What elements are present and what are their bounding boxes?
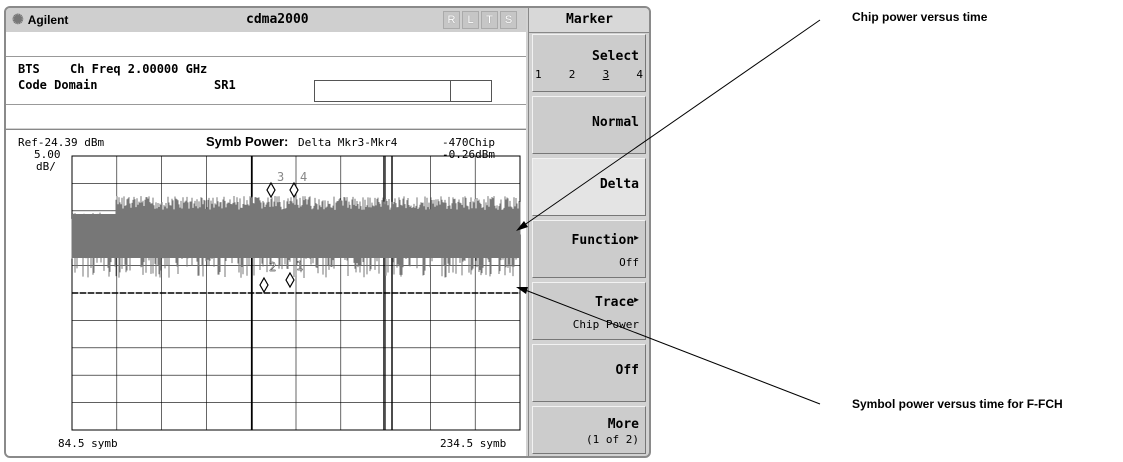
submenu-arrow-icon: ▶ <box>634 295 639 304</box>
trace-softkey[interactable]: Trace▶ Chip Power <box>532 282 646 340</box>
brand: ✺ Agilent <box>12 11 68 28</box>
select-option-4: 4 <box>636 68 643 81</box>
plot-title: Symb Power: <box>206 134 289 149</box>
status-indicator-s: S <box>500 11 517 29</box>
x-axis-end: 234.5 symb <box>440 437 507 450</box>
info-box-2 <box>450 80 492 102</box>
symbol-power-annotation: Symbol power versus time for F-FCH <box>852 397 1063 411</box>
status-indicator-l: L <box>462 11 479 29</box>
marker-label: 4 <box>300 170 307 184</box>
trace-value: Chip Power <box>572 318 639 331</box>
marker-delta-y: -0.26dBm <box>442 148 495 161</box>
select-options: 1 2 3 4 <box>535 68 643 81</box>
trace-label: Trace <box>595 295 635 310</box>
select-option-3-selected: 3 <box>602 68 610 81</box>
status-indicator-r: R <box>443 11 460 29</box>
mode-label: BTS <box>18 62 40 76</box>
marker-label: 2 <box>269 260 276 274</box>
channel-frequency: Ch Freq 2.00000 GHz <box>70 62 208 76</box>
agilent-spark-icon: ✺ <box>12 11 24 27</box>
title-bar: ✺ Agilent cdma2000 R L T S <box>6 8 526 33</box>
spreading-rate: SR1 <box>214 78 236 92</box>
select-softkey[interactable]: Select 1 2 3 4 <box>532 34 646 92</box>
delta-label: Delta <box>599 177 639 192</box>
function-value: Off <box>619 256 639 269</box>
chip-power-trace-band <box>72 214 520 258</box>
marker-diamond-icon <box>285 271 295 289</box>
select-option-2: 2 <box>568 68 576 81</box>
select-label: Select <box>592 49 639 64</box>
menu-title: Marker <box>529 8 649 33</box>
submenu-arrow-icon: ▶ <box>634 233 639 242</box>
status-indicators: R L T S <box>443 11 519 29</box>
normal-label: Normal <box>592 115 639 130</box>
scale-value: 5.00 <box>34 148 61 161</box>
scale-unit: dB/ <box>36 160 56 173</box>
x-axis-start: 84.5 symb <box>58 437 118 450</box>
marker-label: 1 <box>296 259 303 273</box>
marker-diamond-icon <box>259 276 269 294</box>
more-value: (1 of 2) <box>586 433 639 446</box>
info-box-1 <box>314 80 452 102</box>
more-label: More <box>607 417 639 432</box>
window-title: cdma2000 <box>246 12 309 27</box>
measurement-info: BTS Ch Freq 2.00000 GHz Code Domain SR1 <box>6 32 526 128</box>
markers: 1 2 3 4 <box>259 170 307 294</box>
marker-mode: Delta Mkr3-Mkr4 <box>298 136 398 149</box>
softkey-panel: Marker Select 1 2 3 4 Normal Delta Funct… <box>528 8 649 456</box>
normal-softkey[interactable]: Normal <box>532 96 646 154</box>
function-label: Function <box>571 233 635 248</box>
chip-power-trace <box>71 196 521 278</box>
plot-area: Ref-24.39 dBm Symb Power: Delta Mkr3-Mkr… <box>6 129 526 456</box>
more-softkey[interactable]: More (1 of 2) <box>532 406 646 454</box>
measurement-name: Code Domain <box>18 78 98 92</box>
marker-label: 3 <box>277 170 284 184</box>
brand-label: Agilent <box>27 12 69 27</box>
marker-diamond-icon <box>266 181 276 199</box>
off-softkey[interactable]: Off <box>532 344 646 402</box>
divider <box>6 56 526 57</box>
marker-diamond-icon <box>289 181 299 199</box>
divider <box>6 104 526 105</box>
select-option-1: 1 <box>535 68 542 81</box>
delta-softkey[interactable]: Delta <box>532 158 646 216</box>
instrument-display: ✺ Agilent cdma2000 R L T S BTS Ch Freq 2… <box>4 6 651 458</box>
status-indicator-t: T <box>481 11 498 29</box>
off-label: Off <box>615 363 639 378</box>
trace-plot: 1 2 3 4 <box>71 155 521 431</box>
reference-level: Ref-24.39 dBm <box>18 136 105 149</box>
function-softkey[interactable]: Function▶ Off <box>532 220 646 278</box>
chip-power-annotation: Chip power versus time <box>852 10 988 24</box>
marker-delta-x: -470Chip <box>442 136 495 149</box>
